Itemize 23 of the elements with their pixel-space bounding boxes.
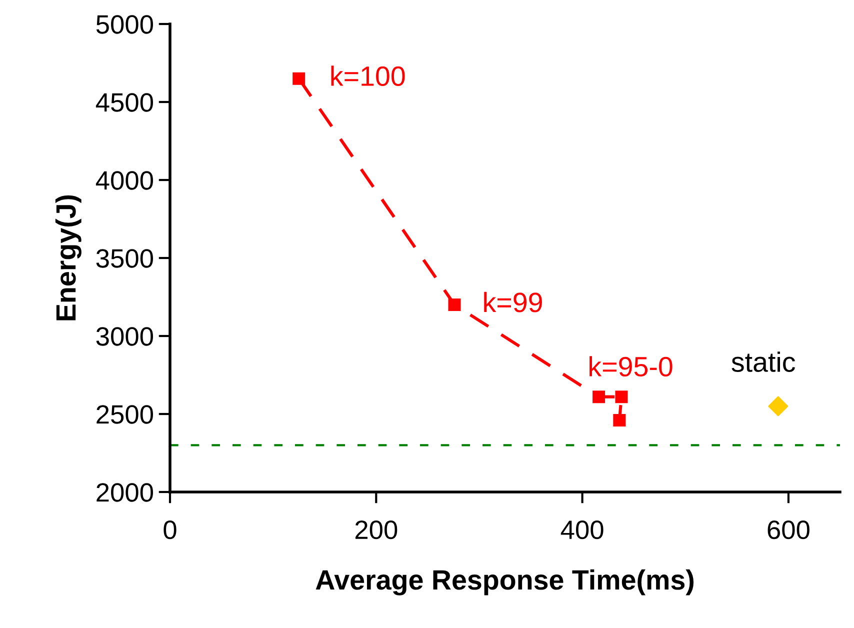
x-tick-label: 600 bbox=[768, 520, 810, 540]
annotation: static bbox=[732, 352, 796, 372]
point bbox=[768, 396, 788, 416]
point bbox=[592, 390, 606, 404]
point bbox=[448, 298, 461, 312]
y-tick-label: 5000 bbox=[96, 15, 153, 34]
annotation: k=95-0 bbox=[590, 356, 672, 377]
point bbox=[613, 414, 626, 426]
y-tick-label: 2500 bbox=[96, 405, 153, 424]
annotation: k=100 bbox=[331, 66, 405, 86]
y-axis-title: Energy(J) bbox=[55, 195, 82, 320]
x-tick-label: 400 bbox=[560, 520, 604, 540]
y-tick-label: 4500 bbox=[96, 93, 153, 112]
x-axis-title: Average Response Time(ms) bbox=[316, 569, 694, 596]
point bbox=[615, 390, 628, 404]
x-tick-label: 0 bbox=[164, 520, 176, 540]
y-tick-label: 3500 bbox=[96, 249, 153, 268]
x-tick-label: 200 bbox=[355, 520, 398, 540]
point bbox=[292, 72, 306, 85]
y-tick-label: 3000 bbox=[96, 327, 153, 346]
y-tick-label: 4000 bbox=[96, 171, 153, 190]
y-tick-label: 2000 bbox=[96, 483, 153, 502]
annotation: k=99 bbox=[484, 292, 542, 312]
